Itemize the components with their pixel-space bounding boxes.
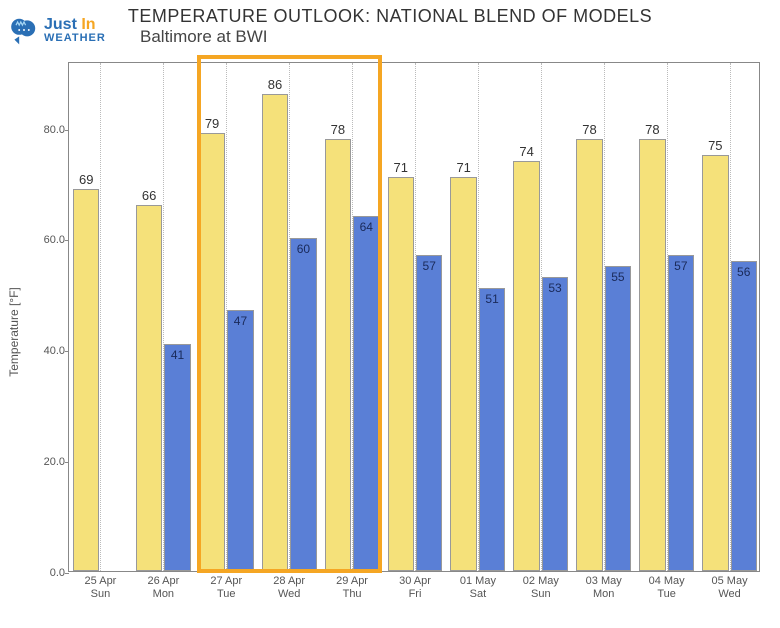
high-temp-bar: 78 [576,139,602,571]
low-temp-bar: 51 [479,288,505,571]
high-temp-bar: 86 [262,94,288,571]
low-temp-bar: 41 [164,344,190,571]
logo-text-weather: WEATHER [44,33,106,44]
high-temp-value: 75 [703,138,727,153]
low-temp-bar: 64 [353,216,379,571]
low-temp-value: 64 [354,220,378,234]
high-temp-bar: 66 [136,205,162,571]
high-temp-value: 74 [514,144,538,159]
low-temp-bar: 53 [542,277,568,571]
x-tick-label: 29 AprThu [336,571,368,601]
logo: Just In WEATHER [8,14,106,46]
chart-title: TEMPERATURE OUTLOOK: NATIONAL BLEND OF M… [0,6,780,27]
x-tick-label: 26 AprMon [147,571,179,601]
plot-area: 0.020.040.060.080.06925 AprSun664126 Apr… [68,62,760,572]
low-temp-value: 60 [291,242,315,256]
high-temp-value: 71 [389,160,413,175]
low-temp-bar: 57 [416,255,442,571]
low-temp-bar: 57 [668,255,694,571]
low-temp-value: 41 [165,348,189,362]
high-temp-bar: 78 [639,139,665,571]
low-temp-bar: 56 [731,261,757,571]
x-tick-label: 25 AprSun [85,571,117,601]
high-temp-bar: 71 [388,177,414,571]
low-temp-value: 57 [669,259,693,273]
low-temp-bar: 60 [290,238,316,571]
x-tick-label: 05 MayWed [711,571,747,601]
high-temp-bar: 69 [73,189,99,572]
high-temp-bar: 79 [199,133,225,571]
low-temp-bar: 47 [227,310,253,571]
high-temp-value: 78 [577,122,601,137]
chart-subtitle: Baltimore at BWI [140,27,268,47]
high-temp-bar: 71 [450,177,476,571]
x-tick-label: 27 AprTue [210,571,242,601]
low-temp-value: 53 [543,281,567,295]
high-temp-value: 66 [137,188,161,203]
x-tick-label: 03 MayMon [586,571,622,601]
high-temp-bar: 78 [325,139,351,571]
high-temp-value: 69 [74,172,98,187]
high-temp-bar: 75 [702,155,728,571]
high-temp-value: 78 [326,122,350,137]
high-temp-value: 71 [451,160,475,175]
high-temp-value: 79 [200,116,224,131]
low-temp-value: 51 [480,292,504,306]
x-tick-label: 04 MayTue [649,571,685,601]
low-temp-bar: 55 [605,266,631,571]
high-temp-value: 78 [640,122,664,137]
x-tick-label: 28 AprWed [273,571,305,601]
high-temp-bar: 74 [513,161,539,571]
y-axis-label: Temperature [°F] [7,287,21,377]
low-temp-value: 55 [606,270,630,284]
weather-logo-icon [8,14,40,46]
low-temp-value: 56 [732,265,756,279]
x-tick-label: 30 AprFri [399,571,431,601]
logo-text-just: Just [44,16,77,33]
logo-text-in: In [81,16,95,33]
temperature-chart: Temperature [°F] 0.020.040.060.080.06925… [40,62,760,602]
high-temp-value: 86 [263,77,287,92]
low-temp-value: 47 [228,314,252,328]
x-tick-label: 01 MaySat [460,571,496,601]
x-tick-label: 02 MaySun [523,571,559,601]
low-temp-value: 57 [417,259,441,273]
